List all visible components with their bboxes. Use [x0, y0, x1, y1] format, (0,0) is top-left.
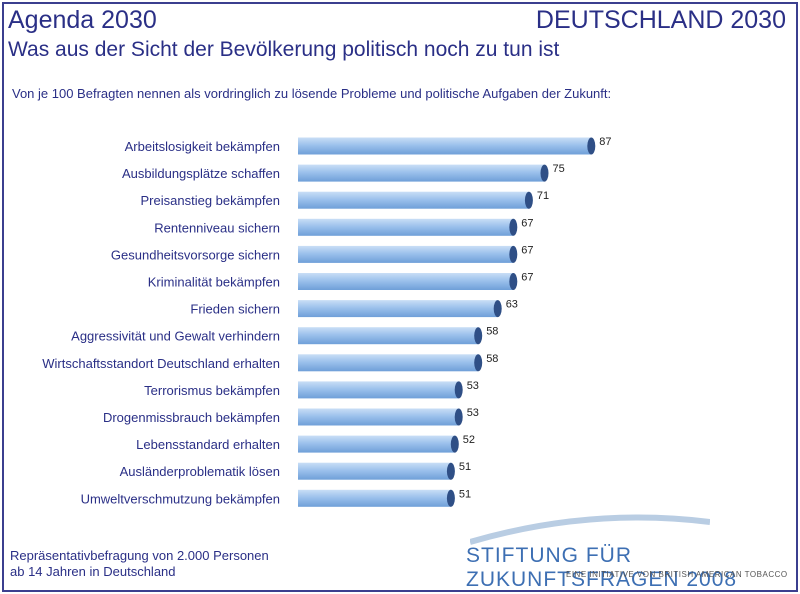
category-label: Gesundheitsvorsorge sichern	[111, 247, 280, 262]
category-label: Aggressivität und Gewalt verhindern	[71, 329, 280, 344]
category-label: Lebensstandard erhalten	[136, 437, 280, 452]
value-label: 67	[521, 217, 533, 229]
value-label: 67	[521, 244, 533, 256]
bar	[298, 381, 459, 399]
bar-end-cap	[454, 381, 463, 399]
bar	[298, 164, 545, 182]
bar	[298, 137, 592, 155]
category-label: Rentenniveau sichern	[154, 220, 280, 235]
bar-end-cap	[450, 435, 459, 453]
bar-end-cap	[509, 273, 518, 290]
bar-end-cap	[587, 137, 596, 155]
slide-title: Agenda 2030	[8, 6, 157, 34]
category-label: Wirtschaftsstandort Deutschland erhalten	[42, 356, 280, 371]
bar	[298, 327, 479, 345]
bar	[298, 300, 498, 318]
bar	[298, 462, 451, 480]
category-label: Arbeitslosigkeit bekämpfen	[125, 139, 280, 154]
value-label: 53	[467, 407, 479, 419]
bar-end-cap	[446, 462, 455, 480]
value-label: 52	[463, 434, 475, 446]
category-label: Kriminalität bekämpfen	[148, 275, 280, 290]
value-label: 87	[599, 136, 611, 148]
bar-end-cap	[474, 327, 483, 345]
bar-end-cap	[509, 218, 518, 236]
category-label: Ausbildungsplätze schaffen	[122, 166, 280, 181]
category-label: Terrorismus bekämpfen	[144, 383, 280, 398]
bar-end-cap	[474, 354, 483, 372]
value-label: 58	[486, 353, 498, 365]
value-label: 51	[459, 461, 471, 473]
logo-swoosh	[470, 514, 710, 545]
slide-subtitle: Was aus der Sicht der Bevölkerung politi…	[8, 38, 560, 61]
category-label: Preisanstieg bekämpfen	[141, 193, 280, 208]
bar	[298, 191, 529, 209]
category-label: Ausländerproblematik lösen	[120, 464, 280, 479]
bar-end-cap	[446, 489, 455, 507]
footnote-line-1: Repräsentativbefragung von 2.000 Persone…	[10, 548, 269, 563]
slide-title-right: DEUTSCHLAND 2030	[535, 6, 786, 34]
bar-end-cap	[509, 245, 518, 263]
category-label: Umweltverschmutzung bekämpfen	[81, 491, 280, 506]
category-label: Frieden sichern	[190, 302, 280, 317]
survey-footnote: Repräsentativbefragung von 2.000 Persone…	[10, 548, 269, 580]
value-label: 67	[521, 272, 533, 284]
bar-end-cap	[540, 164, 549, 182]
value-label: 53	[467, 380, 479, 392]
value-label: 63	[506, 299, 518, 311]
footnote-line-2: ab 14 Jahren in Deutschland	[10, 564, 176, 579]
bar-end-cap	[524, 191, 533, 209]
value-label: 58	[486, 326, 498, 338]
organization-tagline: EINE INITIATIVE VON BRITISH AMERICAN TOB…	[566, 570, 788, 579]
value-label: 71	[537, 190, 549, 202]
survey-question: Von je 100 Befragten nennen als vordring…	[12, 86, 612, 101]
organization-logo-name: STIFTUNG FÜR ZUKUNFTSFRAGEN 2008	[466, 544, 738, 591]
bar	[298, 489, 451, 507]
bar	[298, 354, 479, 372]
bar	[298, 435, 455, 453]
bar	[298, 218, 514, 236]
bar	[298, 408, 459, 426]
bar-end-cap	[493, 300, 502, 318]
bar	[298, 245, 514, 263]
bar-end-cap	[454, 408, 463, 426]
value-label: 75	[553, 163, 565, 175]
category-label: Drogenmissbrauch bekämpfen	[103, 410, 280, 425]
bar	[298, 273, 514, 290]
value-label: 51	[459, 488, 471, 500]
